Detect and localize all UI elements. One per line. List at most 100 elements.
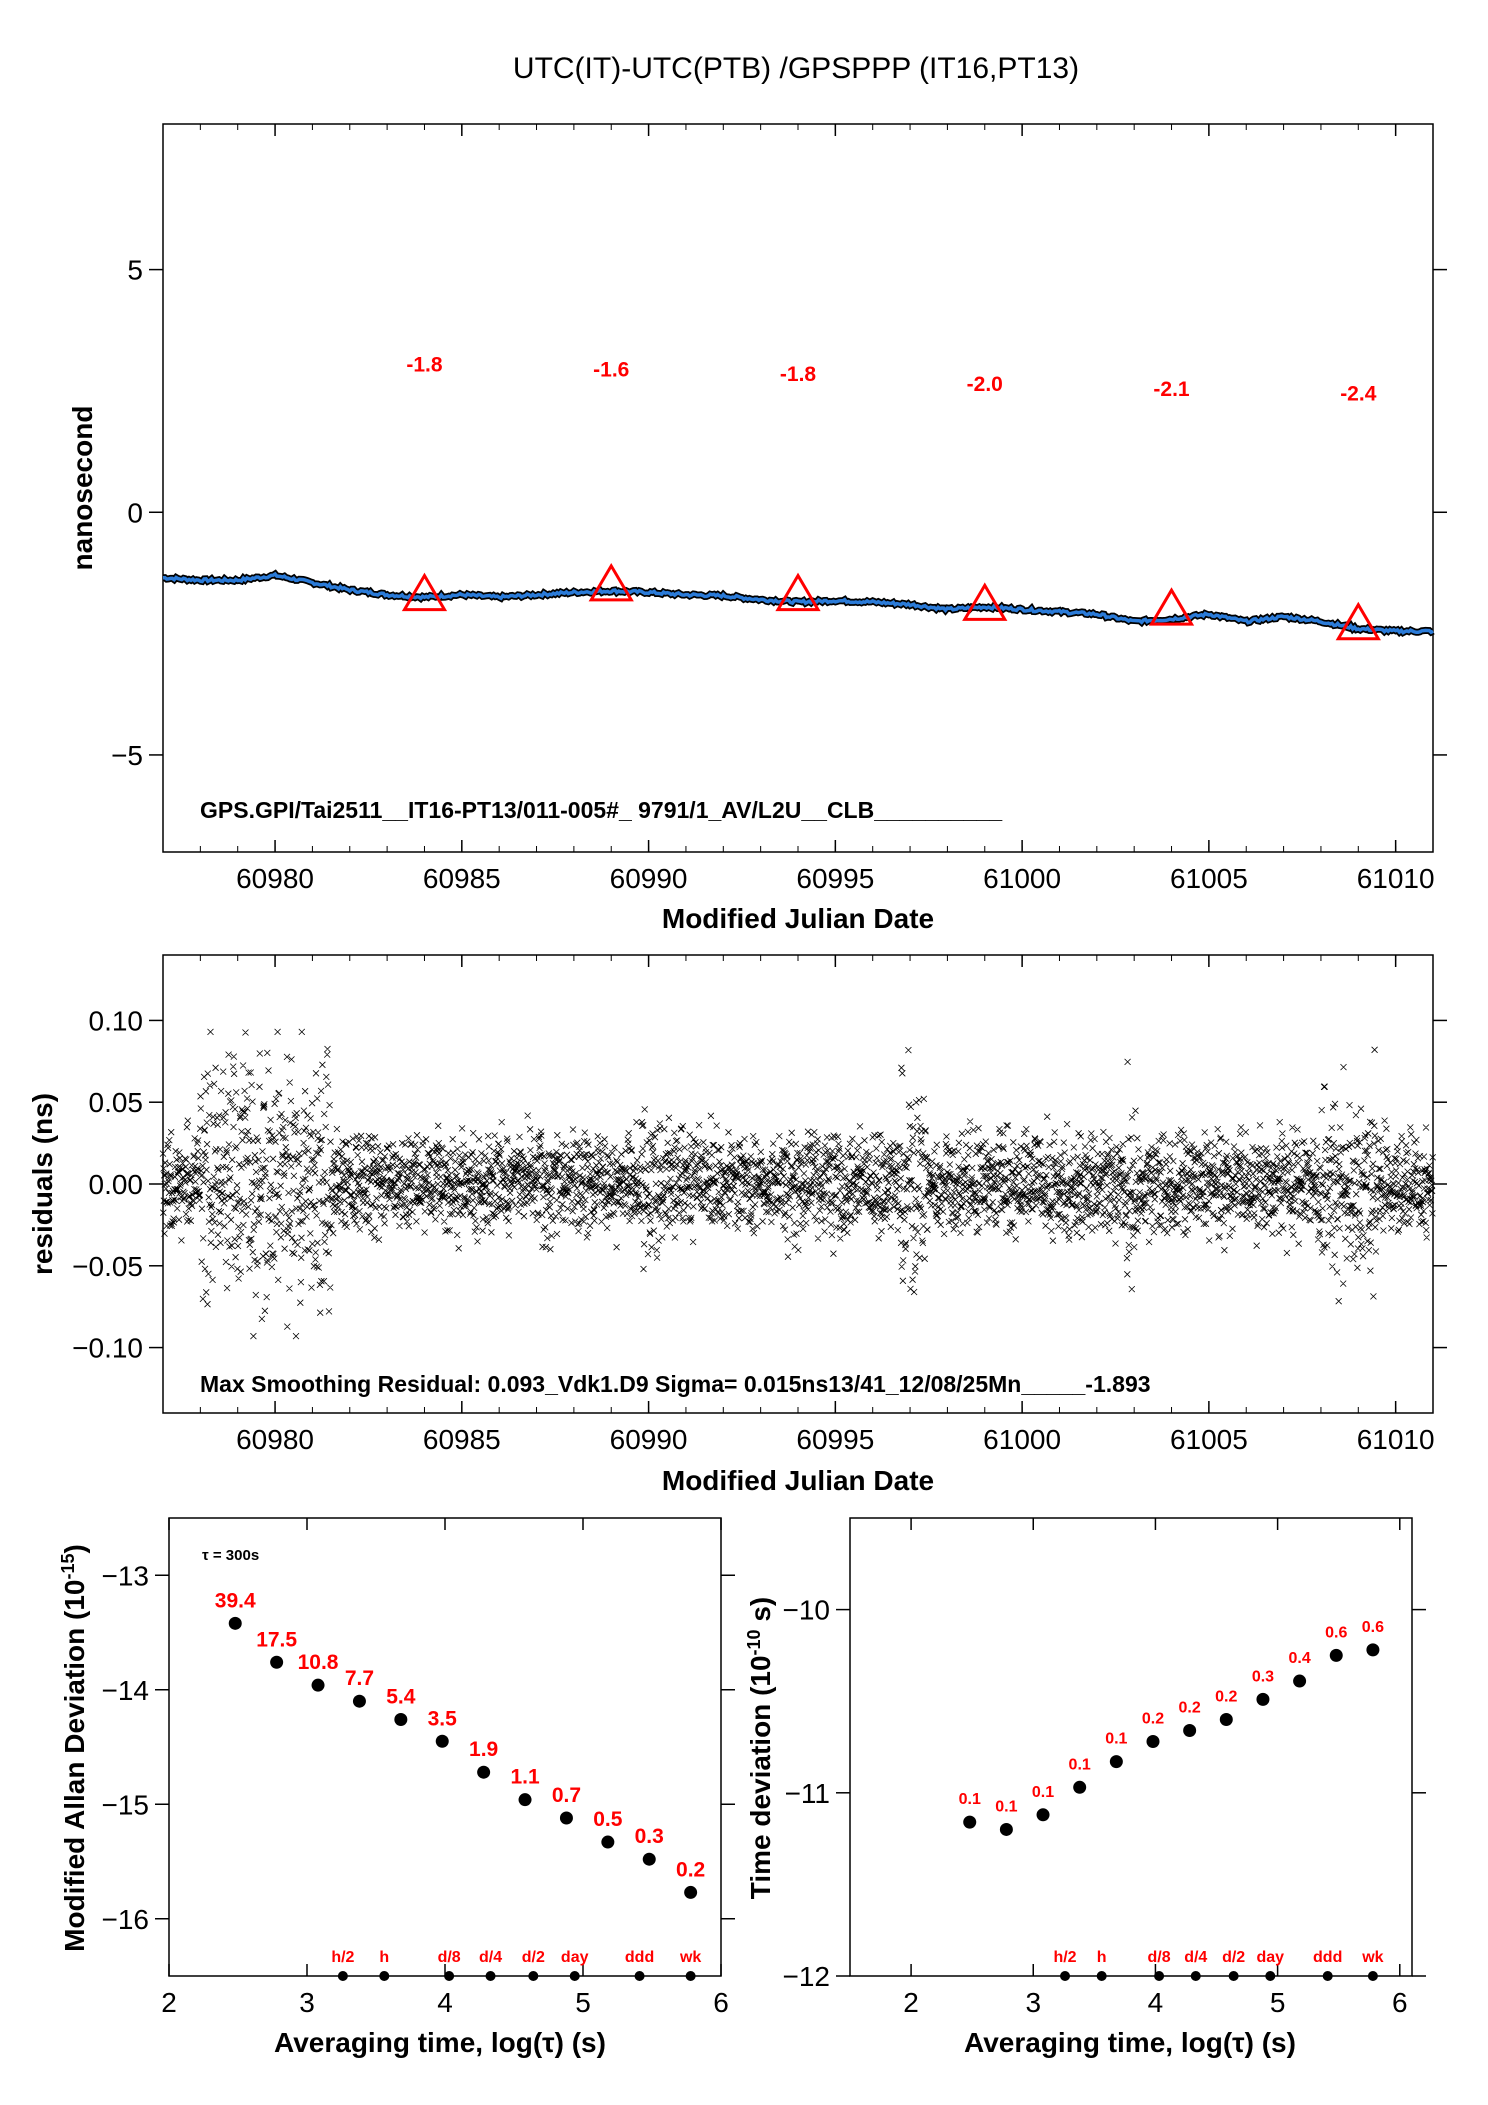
- deviation-point: [311, 1678, 325, 1692]
- period-marker: [1096, 1971, 1107, 1981]
- offset-line-outline: [162, 569, 1435, 638]
- deviation-value-label: 0.5: [593, 1808, 623, 1831]
- marker-value-label: -2.1: [1153, 378, 1190, 401]
- allan-y-axis-label: Modified Allan Deviation (10-15): [58, 1544, 90, 1952]
- residuals-axis-ticks: 60980 60985 60990 60995 61000 61005 61010 0.10 0…: [72, 955, 1447, 1455]
- deviation-point: [601, 1835, 615, 1849]
- marker-value-label: -2.4: [1340, 383, 1377, 406]
- residuals-points: [159, 1028, 1436, 1340]
- residuals-x-axis-label: Modified Julian Date: [662, 1465, 934, 1496]
- x-tick-label: 61010: [1357, 1424, 1435, 1455]
- x-tick-label: 3: [1025, 1987, 1041, 2018]
- period-marker: [1367, 1971, 1378, 1981]
- period-marker: [1265, 1971, 1276, 1981]
- triangle-marker: [401, 572, 448, 612]
- period-label: wk: [1361, 1949, 1383, 1966]
- marker-value-label: -1.8: [780, 363, 817, 386]
- tau-note: τ = 300s: [202, 1547, 259, 1564]
- y-tick-label: 0.10: [89, 1005, 144, 1036]
- period-label: ddd: [625, 1949, 654, 1966]
- offset-series: -1.8 -1.6 -1.8 -2.0 -2.1 -2.4: [162, 354, 1435, 641]
- deviation-point: [1329, 1648, 1343, 1662]
- deviation-value-label: 0.7: [552, 1784, 581, 1807]
- deviation-point: [435, 1734, 449, 1748]
- deviation-point: [1366, 1643, 1380, 1657]
- deviation-point: [1036, 1808, 1050, 1822]
- deviation-value-label: 0.1: [959, 1791, 981, 1808]
- tdev-axis-ticks: 2 3 4 5 6 −10 −11 −12: [783, 1518, 1426, 2018]
- period-marker: [1060, 1971, 1071, 1981]
- deviation-point: [999, 1822, 1013, 1836]
- period-marker: [1322, 1971, 1333, 1981]
- period-marker: [528, 1971, 539, 1981]
- offset-annotation: GPS.GPI/Tai2511__IT16-PT13/011-005#_ 979…: [200, 797, 1002, 823]
- x-tick-label: 6: [1392, 1987, 1408, 2018]
- tdev-panel: 2 3 4 5 6−10−11−12 0.1 0.10.10.10.10.20.20.20…: [744, 1517, 1426, 2058]
- tdev-y-axis-label: Time deviation (10-10 s): [744, 1597, 776, 1900]
- period-label: h/2: [1053, 1949, 1076, 1966]
- x-tick-label: 2: [161, 1987, 177, 2018]
- period-marker: [379, 1971, 390, 1981]
- deviation-point: [270, 1655, 284, 1669]
- deviation-value-label: 1.1: [510, 1766, 540, 1789]
- period-label: d/8: [1148, 1949, 1171, 1966]
- deviation-value-label: 5.4: [386, 1686, 416, 1709]
- deviation-value-label: 0.6: [1325, 1624, 1347, 1641]
- residual-cross-marks: [159, 1028, 1436, 1340]
- allan-y-label-exponent: -15: [58, 1553, 78, 1579]
- tdev-y-label-end: s): [745, 1597, 776, 1630]
- deviation-value-label: 0.1: [1069, 1756, 1091, 1773]
- period-label: d/2: [522, 1949, 545, 1966]
- x-tick-label: 61000: [983, 863, 1061, 894]
- y-tick-label: 5: [127, 255, 143, 286]
- period-label: d/8: [438, 1949, 461, 1966]
- x-tick-label: 2: [903, 1987, 919, 2018]
- x-tick-label: 6: [713, 1987, 729, 2018]
- y-tick-label: −0.10: [72, 1333, 143, 1364]
- allan-axis-ticks: 2 3 4 5 6 −13 −14 −15 −16: [102, 1518, 735, 2018]
- deviation-value-label: 0.1: [1032, 1784, 1054, 1801]
- deviation-value-label: 0.1: [995, 1798, 1017, 1815]
- period-marker: [1190, 1971, 1201, 1981]
- residuals-annotation: Max Smoothing Residual: 0.093_Vdk1.D9 Si…: [200, 1371, 1151, 1397]
- tdev-plot-frame: [849, 1517, 1413, 1977]
- x-tick-label: 60980: [236, 1424, 314, 1455]
- deviation-point: [352, 1694, 366, 1708]
- x-tick-label: 60985: [423, 863, 501, 894]
- deviation-point: [1256, 1692, 1270, 1706]
- period-marker: [1154, 1971, 1165, 1981]
- tdev-x-axis-label: Averaging time, log(τ) (s): [964, 2027, 1296, 2058]
- y-tick-label: −16: [102, 1904, 150, 1935]
- period-label: d/4: [479, 1949, 502, 1966]
- deviation-point: [1293, 1674, 1307, 1688]
- x-tick-label: 61005: [1170, 863, 1248, 894]
- period-label: h: [1097, 1949, 1107, 1966]
- x-tick-label: 61000: [983, 1424, 1061, 1455]
- y-tick-label: −15: [102, 1789, 150, 1820]
- period-marker: [1228, 1971, 1239, 1981]
- x-tick-label: 5: [1270, 1987, 1286, 2018]
- triangle-marker: [1148, 587, 1195, 626]
- triangle-marker: [1335, 601, 1381, 641]
- x-tick-label: 3: [299, 1987, 315, 2018]
- allan-x-axis-label: Averaging time, log(τ) (s): [274, 2027, 606, 2058]
- deviation-value-label: 0.2: [1179, 1700, 1201, 1717]
- period-marker: [685, 1971, 696, 1981]
- deviation-value-label: 10.8: [298, 1651, 339, 1674]
- deviation-point: [1073, 1780, 1087, 1794]
- marker-value-label: -1.6: [593, 358, 629, 381]
- x-tick-label: 4: [1148, 1987, 1164, 2018]
- deviation-point: [394, 1713, 408, 1727]
- offset-axis-ticks: 60980 60985 60990 60995 61000 61005 61010 5 0 −5: [111, 124, 1447, 894]
- deviation-point: [559, 1811, 573, 1825]
- y-tick-label: 0.00: [89, 1169, 144, 1200]
- period-label: day: [561, 1949, 589, 1966]
- y-tick-label: −14: [102, 1675, 150, 1706]
- deviation-value-label: 7.7: [345, 1667, 374, 1690]
- y-tick-label: −0.05: [72, 1251, 143, 1282]
- residuals-panel: 60980 60985 60990 60995 61000 61005 61010 0.10 0…: [27, 954, 1447, 1496]
- marker-value-label: -1.8: [406, 354, 443, 377]
- deviation-value-label: 0.1: [1105, 1731, 1127, 1748]
- deviation-value-label: 0.2: [1215, 1689, 1237, 1706]
